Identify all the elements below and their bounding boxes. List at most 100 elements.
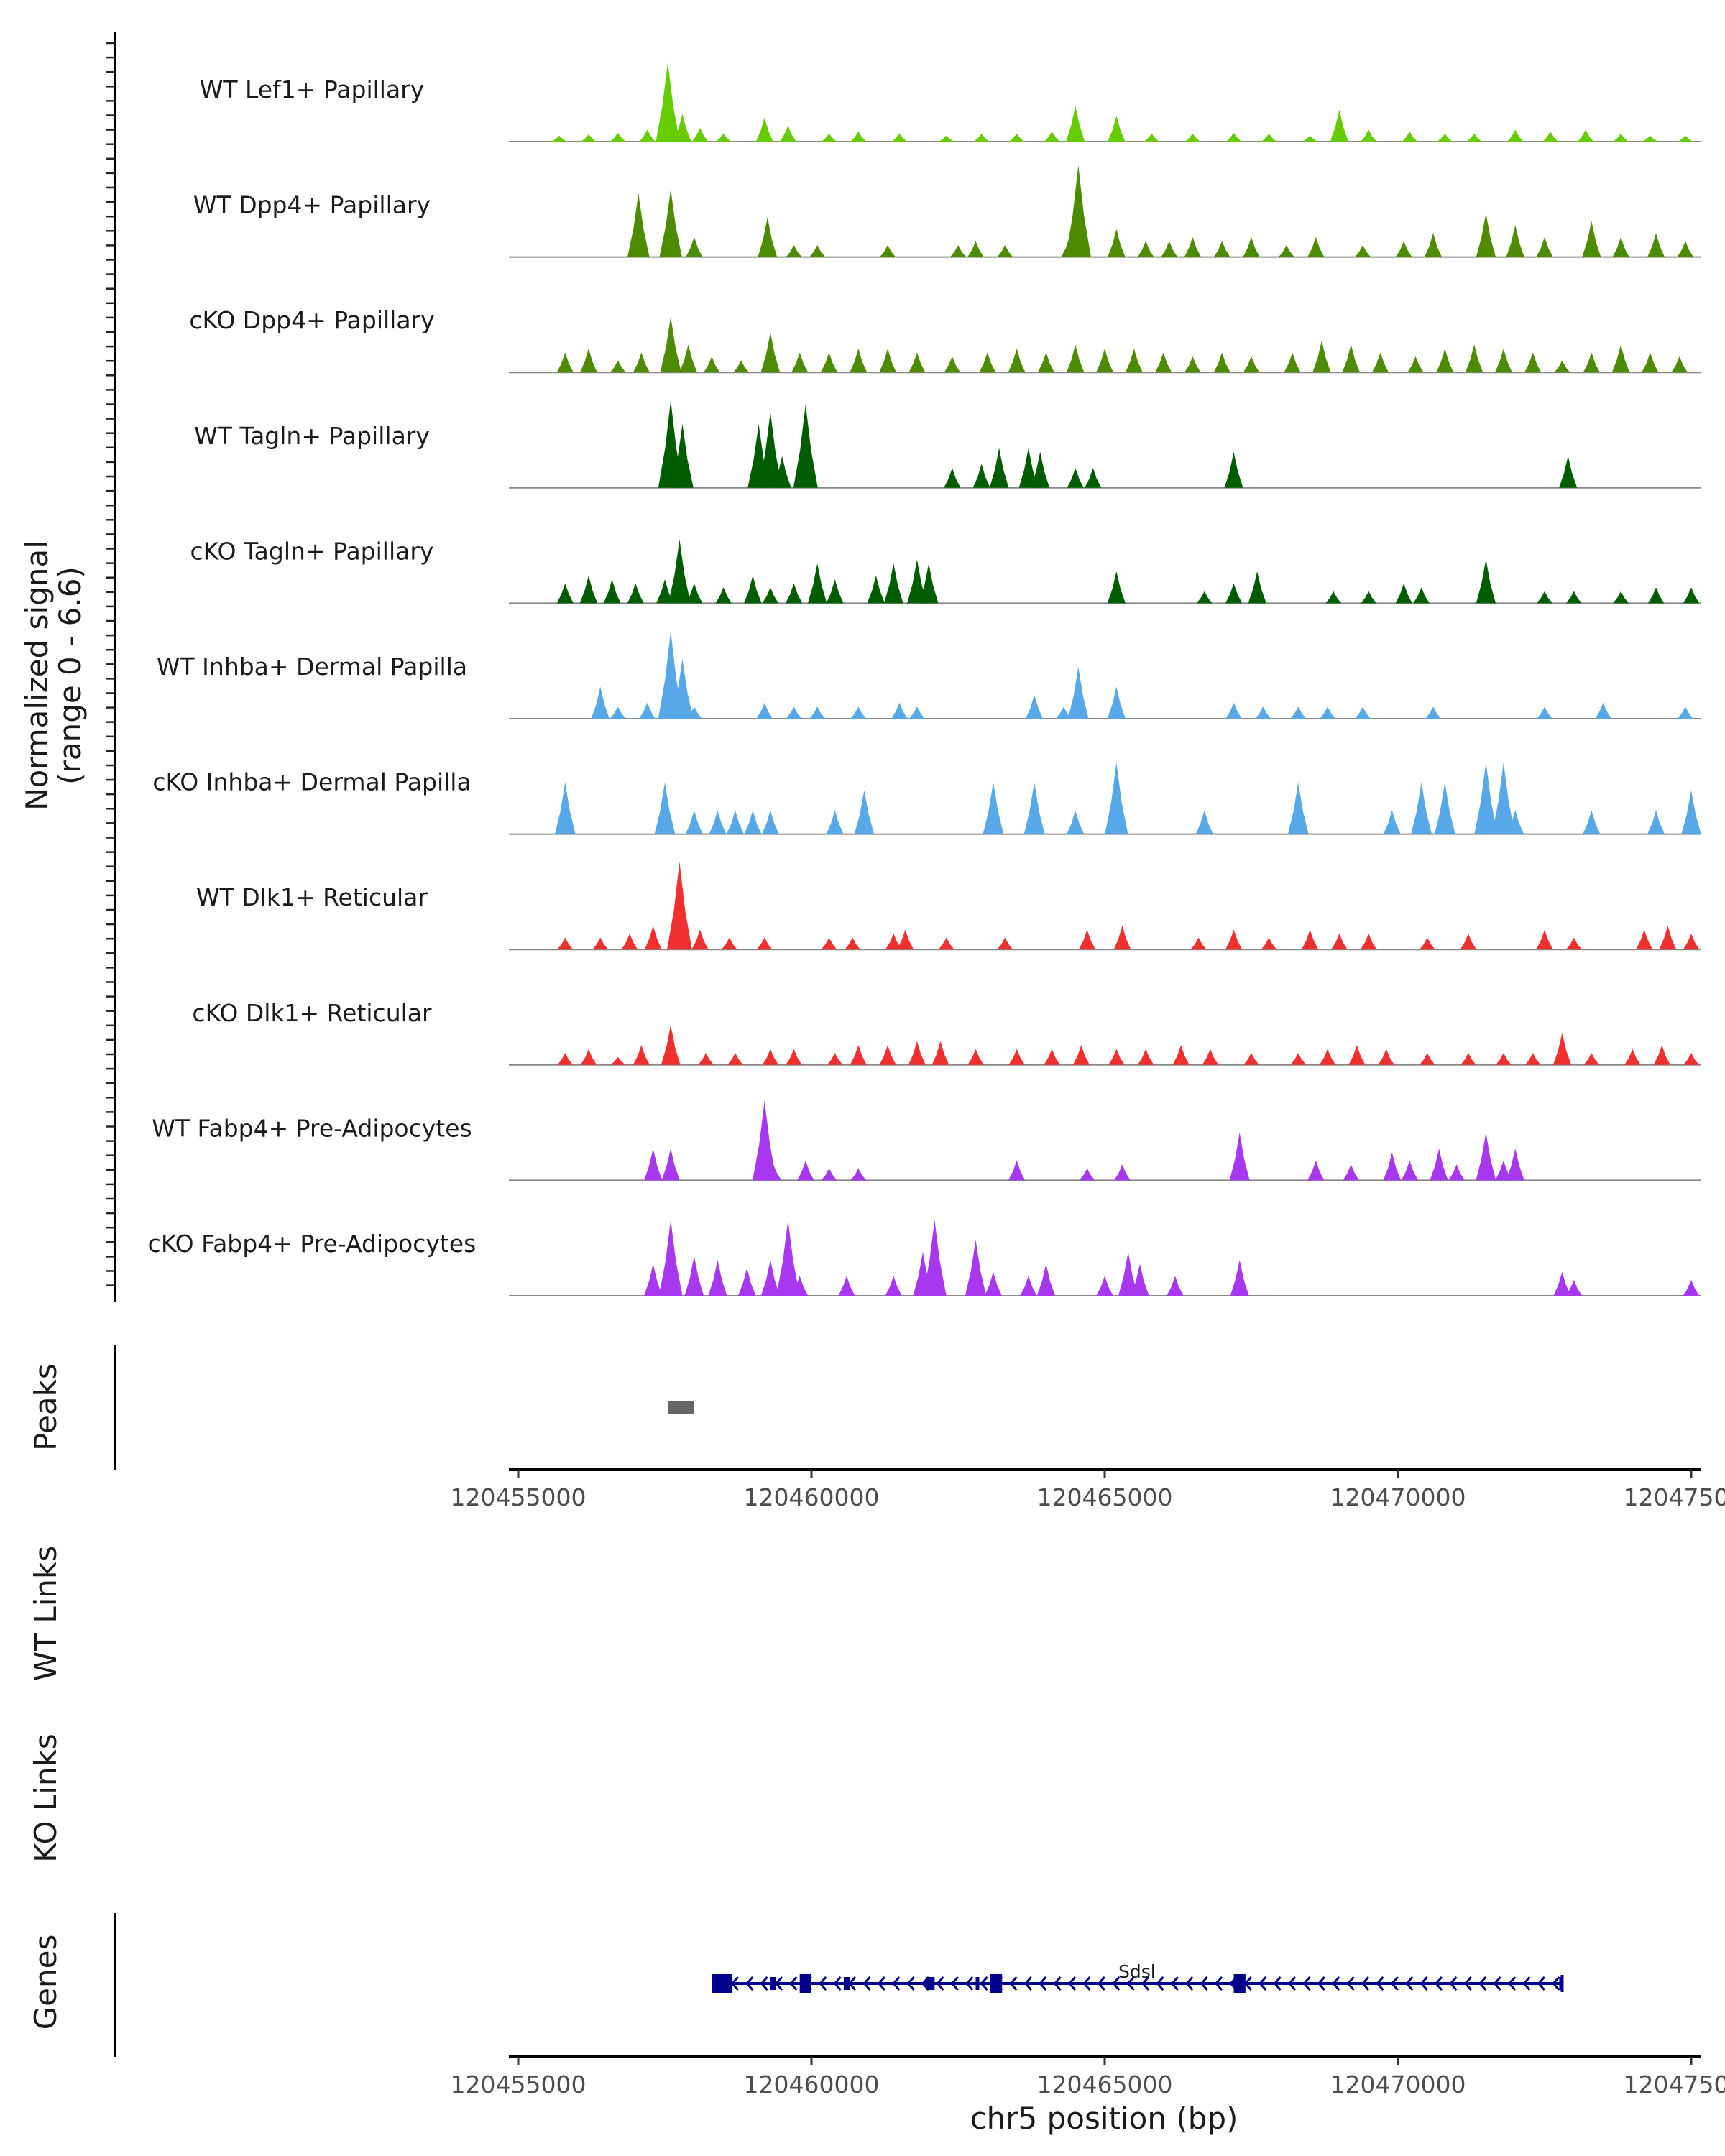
coverage-peak (1402, 132, 1418, 142)
coverage-peak (760, 332, 781, 373)
strand-arrow (1478, 1976, 1487, 1991)
x-tick-label: 120470000 (1330, 2070, 1466, 2099)
coverage-peak (1107, 229, 1126, 257)
coverage-track (509, 1220, 1701, 1296)
coverage-peak (659, 189, 682, 257)
x-tick-label: 120475000 (1624, 1483, 1725, 1511)
strand-arrow (892, 1976, 901, 1991)
coverage-peak (1583, 810, 1601, 834)
coverage-peak (1184, 236, 1202, 257)
coverage-peak (556, 583, 574, 604)
coverage-peak (950, 244, 966, 257)
coverage-peak (1131, 1263, 1149, 1296)
coverage-peak (1044, 1049, 1060, 1065)
coverage-peak (762, 587, 779, 604)
strand-arrow (1508, 1976, 1517, 1991)
strand-arrow (1376, 1976, 1384, 1991)
coverage-peak (1425, 706, 1441, 719)
coverage-peak (1494, 348, 1512, 373)
coverage-peak (1225, 702, 1242, 719)
coverage-peak (1067, 810, 1085, 834)
coverage-peak (1026, 694, 1044, 719)
coverage-peak (1395, 583, 1412, 604)
coverage-peak (1243, 356, 1260, 373)
coverage-peak (671, 424, 694, 488)
coverage-peak (1107, 571, 1126, 604)
strand-arrow (1493, 1976, 1501, 1991)
strand-arrow (950, 1976, 959, 1991)
coverage-peak (698, 1053, 714, 1065)
coverage-peak (1360, 934, 1377, 950)
strand-arrow (1200, 1976, 1208, 1991)
x-tick-label: 120460000 (744, 2070, 880, 2099)
coverage-peak (1008, 348, 1026, 373)
coverage-peak (908, 706, 925, 719)
strand-arrow (833, 1976, 842, 1991)
coverage-peak (1105, 762, 1128, 834)
coverage-peak (1383, 1152, 1402, 1181)
coverage-peak (1230, 1260, 1249, 1296)
coverage-peak (879, 348, 897, 373)
coverage-peak (1036, 1263, 1056, 1296)
coverage-peak (1565, 591, 1582, 604)
strand-arrow (819, 1976, 827, 1991)
coverage-peak (908, 1041, 926, 1065)
coverage-peak (1307, 236, 1325, 257)
gene-exon (926, 1977, 935, 1990)
coverage-peak (1302, 135, 1318, 142)
coverage-peak (965, 1240, 987, 1296)
coverage-peak (592, 937, 609, 950)
coverage-peak (1558, 456, 1578, 488)
coverage-peak (1407, 356, 1424, 373)
peaks-track (668, 1401, 694, 1414)
coverage-peak (765, 1164, 782, 1181)
coverage-peak (973, 133, 990, 142)
coverage-peak (1647, 810, 1665, 834)
coverage-peak (1243, 1053, 1259, 1065)
coverage-peak (1419, 937, 1435, 950)
coverage-peak (581, 134, 597, 142)
coverage-peak (1583, 352, 1600, 373)
coverage-peak (1301, 929, 1319, 950)
strand-arrow (965, 1976, 974, 1991)
coverage-peak (673, 114, 691, 142)
peak-region (668, 1401, 694, 1414)
strand-arrow (1141, 1976, 1150, 1991)
coverage-peak (1611, 344, 1630, 373)
coverage-peak (755, 117, 773, 142)
coverage-peak (997, 937, 1013, 950)
coverage-peak (661, 1148, 680, 1181)
coverage-peak (661, 1025, 681, 1065)
coverage-peak (579, 575, 598, 604)
coverage-peak (1261, 133, 1277, 142)
coverage-peak (1565, 937, 1582, 950)
coverage-peak (1506, 810, 1524, 834)
coverage-peak (854, 790, 875, 834)
coverage-peak (1542, 132, 1558, 142)
coverage-peak (845, 937, 861, 950)
coverage-tracks (509, 62, 1701, 1296)
strand-arrow (1009, 1976, 1018, 1991)
coverage-peak (1476, 1132, 1496, 1181)
coverage-peak (691, 929, 709, 950)
coverage-peak (1681, 790, 1701, 834)
coverage-peak (1108, 115, 1126, 142)
coverage-peak (1395, 241, 1412, 257)
coverage-peak (756, 702, 773, 719)
coverage-peak (1079, 1168, 1095, 1181)
strand-arrow (1126, 1976, 1135, 1991)
coverage-track (509, 62, 1701, 142)
coverage-peak (1460, 934, 1477, 950)
coverage-peak (1595, 702, 1611, 719)
coverage-peak (880, 244, 896, 257)
coverage-peak (793, 404, 818, 488)
coverage-peak (1248, 571, 1266, 604)
peaks-track-label: Peaks (28, 1363, 63, 1451)
strand-arrow (1039, 1976, 1047, 1991)
strand-arrow (1390, 1976, 1399, 1991)
coverage-peak (1348, 1045, 1366, 1065)
coverage-peak (919, 563, 939, 604)
x-tick-label: 120465000 (1037, 1483, 1173, 1511)
coverage-peak (797, 1160, 814, 1181)
